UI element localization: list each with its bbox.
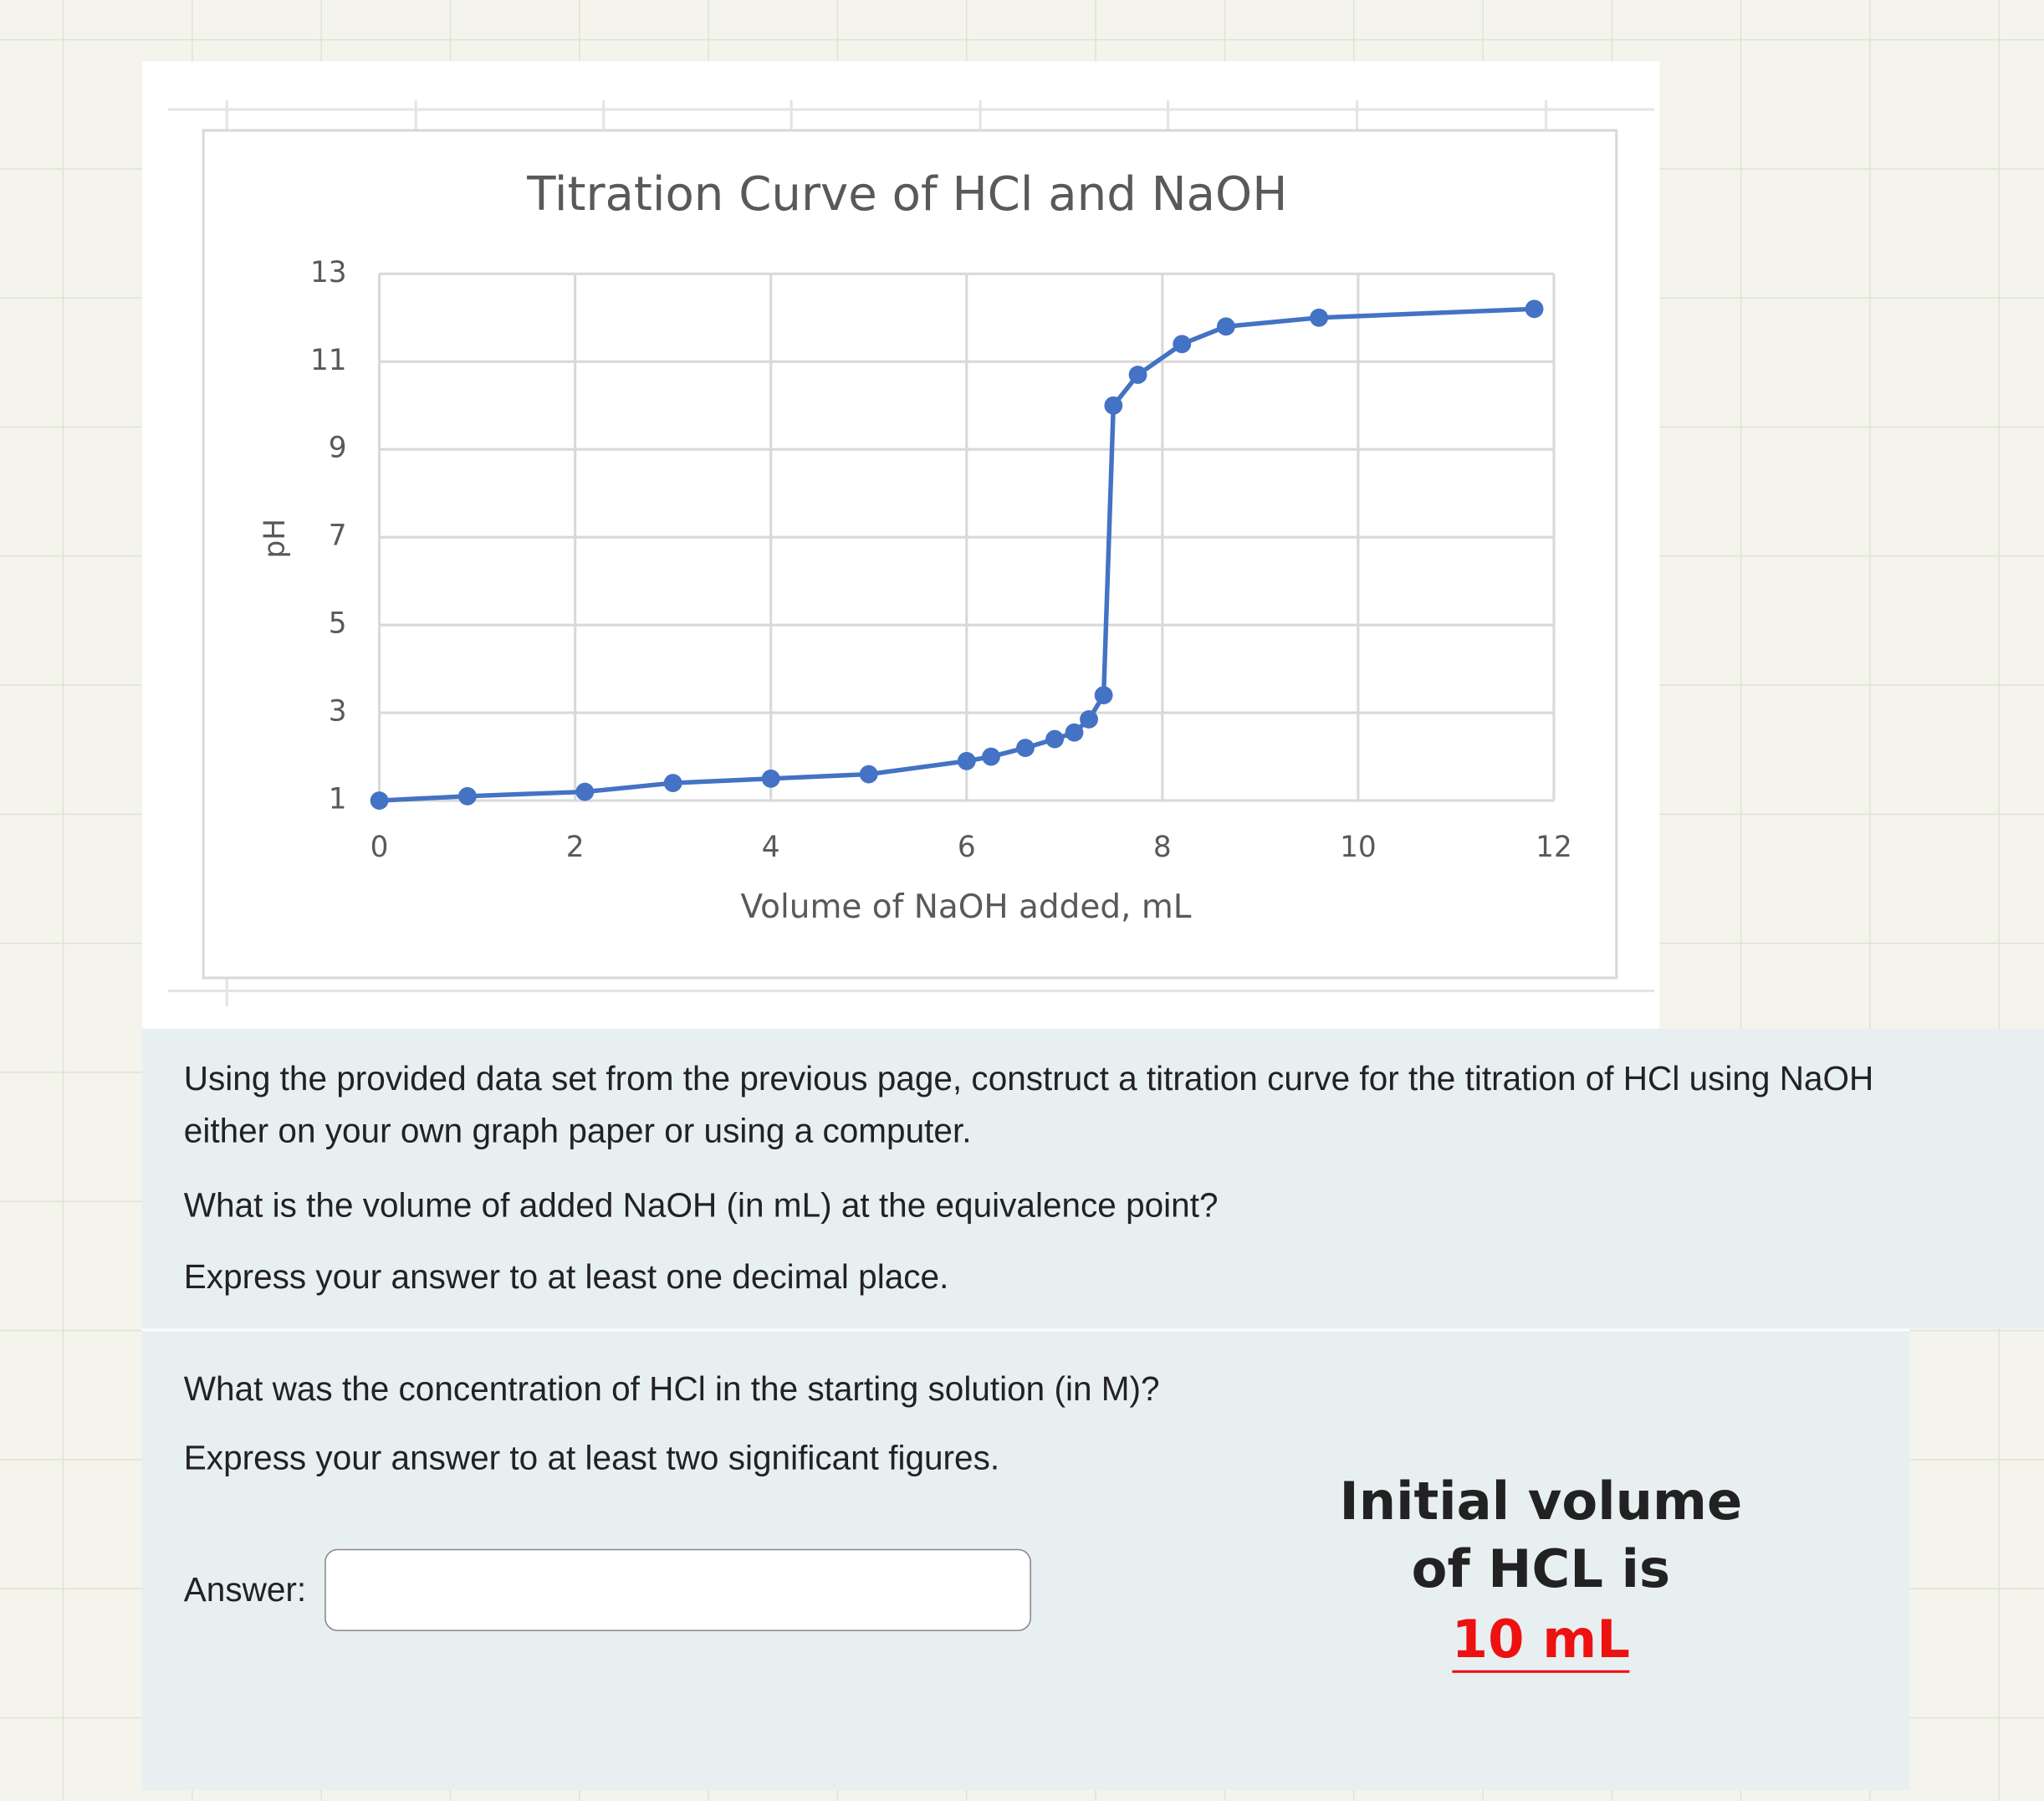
question-intro: Using the provided data set from the pre… xyxy=(183,1058,1874,1150)
question-prompt: What was the concentration of HCl in the… xyxy=(183,1369,1160,1409)
data-point xyxy=(1310,308,1329,327)
x-tick-label: 4 xyxy=(762,831,780,864)
y-tick-label: 13 xyxy=(310,256,347,289)
handwritten-answer: 10 mL xyxy=(1215,1609,1867,1673)
data-point xyxy=(982,747,1000,766)
data-point xyxy=(1217,317,1235,336)
x-tick-label: 0 xyxy=(370,831,389,864)
data-point xyxy=(859,765,878,784)
x-tick-label: 10 xyxy=(1340,831,1377,864)
chart-frame xyxy=(202,129,1618,980)
data-point xyxy=(1045,729,1065,749)
question-panel: What was the concentration of HCl in the… xyxy=(141,1328,1910,1791)
y-tick-label: 1 xyxy=(329,783,347,816)
data-point xyxy=(1173,335,1192,354)
y-tick-label: 5 xyxy=(329,607,347,641)
y-tick-label: 11 xyxy=(310,344,347,377)
data-point xyxy=(1128,366,1147,384)
question-instruction: Express your answer to at least two sign… xyxy=(183,1438,1000,1478)
handwritten-note: Initial volume xyxy=(1339,1471,1743,1532)
x-tick-label: 6 xyxy=(958,831,976,864)
question-prompt: What is the volume of added NaOH (in mL)… xyxy=(183,1184,1219,1225)
y-tick-label: 7 xyxy=(329,519,347,553)
data-point xyxy=(957,751,976,770)
x-tick-label: 2 xyxy=(566,831,585,864)
data-point xyxy=(457,786,477,806)
data-point xyxy=(370,791,389,810)
data-point xyxy=(575,782,595,801)
x-tick-label: 8 xyxy=(1153,831,1172,864)
x-axis-label: Volume of NaOH added, mL xyxy=(741,888,1192,926)
handwritten-value: 10 mL xyxy=(1452,1609,1630,1673)
chart-image: Titration Curve of HCl and NaOH pH Volum… xyxy=(141,61,1660,1029)
data-point xyxy=(1080,710,1098,729)
data-point xyxy=(663,774,682,792)
data-point xyxy=(1525,299,1544,319)
answer-label: Answer: xyxy=(183,1569,307,1609)
y-tick-label: 3 xyxy=(329,695,347,729)
y-axis-label: pH xyxy=(258,519,292,559)
answer-input[interactable] xyxy=(324,1548,1031,1631)
data-point xyxy=(1016,739,1035,757)
data-point xyxy=(1094,686,1113,705)
chart: Titration Curve of HCl and NaOH pH Volum… xyxy=(168,100,1654,1007)
data-point xyxy=(1104,396,1123,415)
question-instruction: Express your answer to at least one deci… xyxy=(183,1256,949,1297)
data-point xyxy=(761,769,780,788)
y-tick-label: 9 xyxy=(329,432,347,465)
chart-title: Titration Curve of HCl and NaOH xyxy=(526,167,1287,222)
handwritten-note: of HCL is xyxy=(1411,1539,1671,1600)
question-panel: Using the provided data set from the pre… xyxy=(141,1028,2044,1329)
x-tick-label: 12 xyxy=(1536,831,1572,864)
data-point xyxy=(1065,723,1084,742)
